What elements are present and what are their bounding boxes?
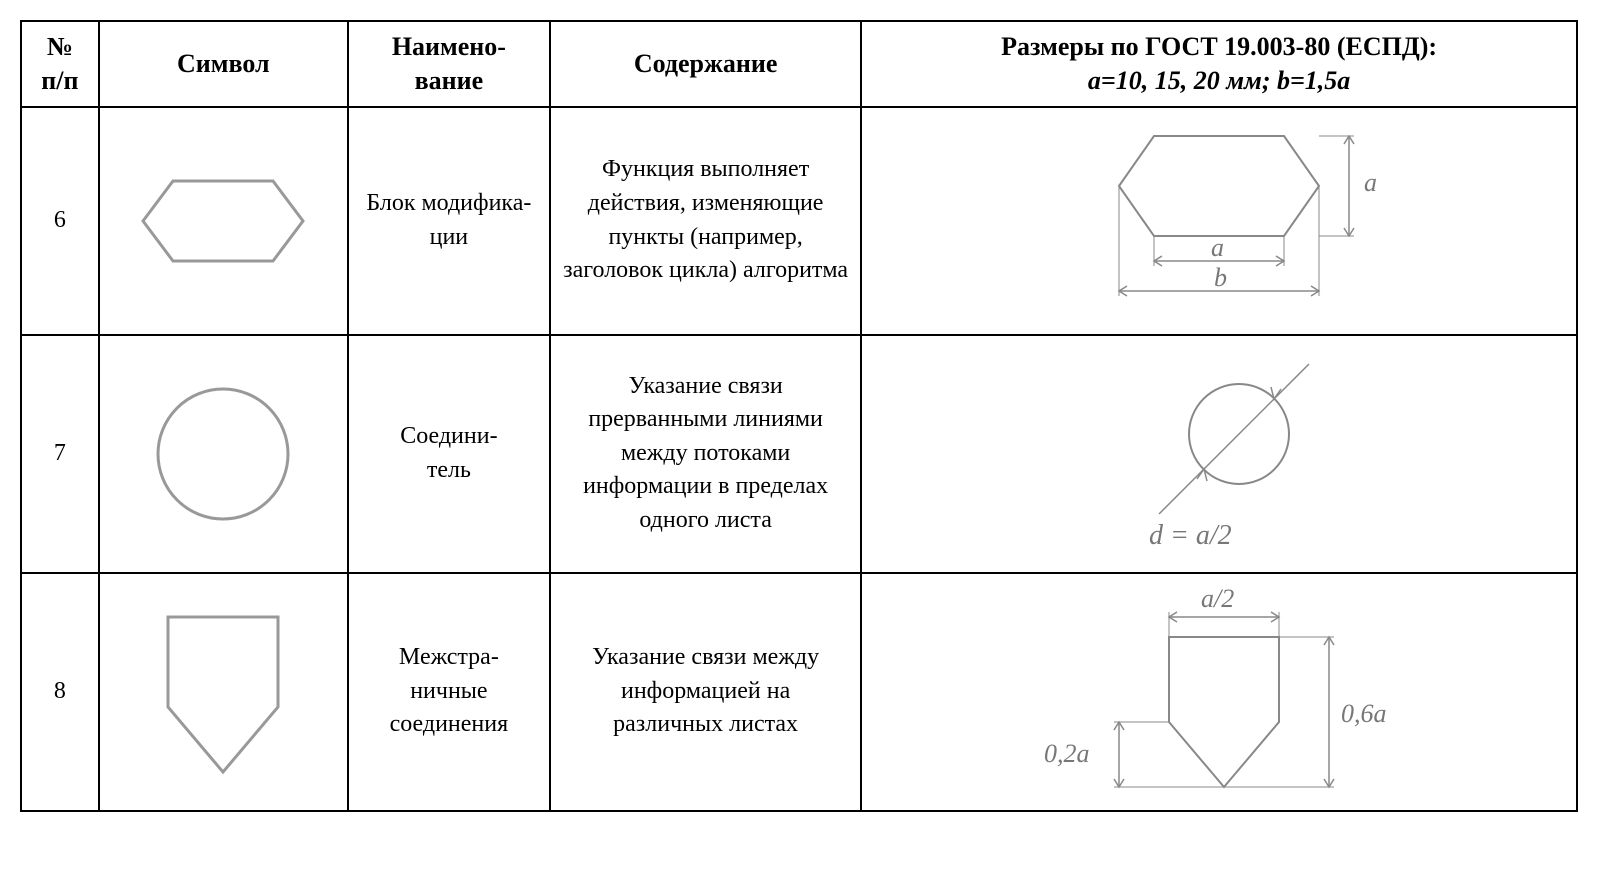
- header-content: Содержание: [550, 21, 861, 107]
- pentagon-dim-diagram: a/2 0,6a 0,2a: [969, 582, 1469, 802]
- table-row: 6 Блок модифика- ции Функция выполняет д…: [21, 107, 1577, 335]
- svg-text:b: b: [1214, 263, 1227, 292]
- dim-circle: d = a/2: [861, 335, 1577, 573]
- row-content: Функция выполняет действия, изменяющие п…: [550, 107, 861, 335]
- svg-text:a: a: [1211, 233, 1224, 262]
- table-row: 7 Соедини- тель Указание связи прерванны…: [21, 335, 1577, 573]
- circle-icon: [133, 364, 313, 544]
- row-num: 8: [21, 573, 99, 811]
- svg-text:d = a/2: d = a/2: [1149, 520, 1232, 551]
- svg-text:a/2: a/2: [1201, 584, 1234, 613]
- header-name: Наимено- вание: [348, 21, 550, 107]
- row-name: Соедини- тель: [348, 335, 550, 573]
- header-dimensions: Размеры по ГОСТ 19.003-80 (ЕСПД): a=10, …: [861, 21, 1577, 107]
- table-header-row: № п/п Символ Наимено- вание Содержание Р…: [21, 21, 1577, 107]
- flowchart-symbols-table: № п/п Символ Наимено- вание Содержание Р…: [20, 20, 1578, 812]
- row-content: Указание связи прерванными линиями между…: [550, 335, 861, 573]
- svg-text:a: a: [1364, 168, 1377, 197]
- row-content: Указание связи между информацией на разл…: [550, 573, 861, 811]
- svg-text:0,6a: 0,6a: [1341, 699, 1387, 728]
- row-num: 6: [21, 107, 99, 335]
- header-num: № п/п: [21, 21, 99, 107]
- row-name: Межстра- ничные соединения: [348, 573, 550, 811]
- dim-pentagon: a/2 0,6a 0,2a: [861, 573, 1577, 811]
- svg-text:0,2a: 0,2a: [1044, 739, 1090, 768]
- circle-dim-diagram: d = a/2: [1029, 344, 1409, 564]
- symbol-hexagon: [99, 107, 348, 335]
- table-row: 8 Межстра- ничные соединения Указание св…: [21, 573, 1577, 811]
- hexagon-icon: [113, 166, 333, 276]
- symbol-pentagon: [99, 573, 348, 811]
- header-symbol: Символ: [99, 21, 348, 107]
- dim-hexagon: a a b: [861, 107, 1577, 335]
- row-name: Блок модифика- ции: [348, 107, 550, 335]
- row-num: 7: [21, 335, 99, 573]
- pentagon-icon: [138, 597, 308, 787]
- hexagon-dim-diagram: a a b: [1009, 116, 1429, 326]
- symbol-circle: [99, 335, 348, 573]
